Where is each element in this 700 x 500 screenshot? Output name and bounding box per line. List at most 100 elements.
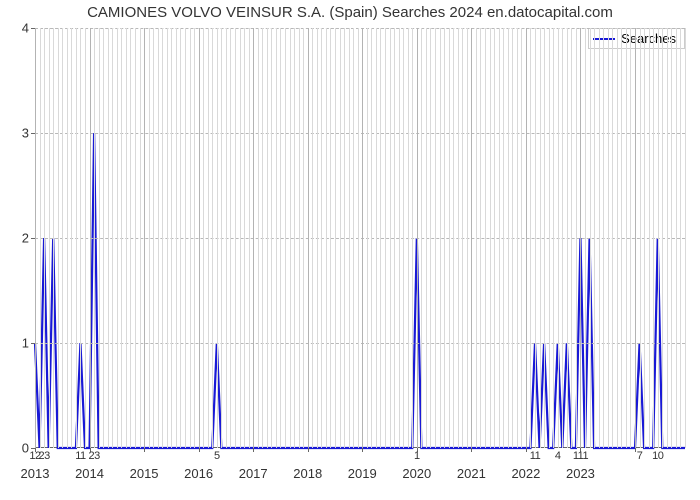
x-gridline-minor — [567, 28, 568, 448]
x-gridline-minor — [117, 28, 118, 448]
x-gridline-minor — [512, 28, 513, 448]
x-gridline-major — [308, 28, 309, 448]
x-gridline-minor — [208, 28, 209, 448]
x-gridline-minor — [562, 28, 563, 448]
x-gridline-minor — [58, 28, 59, 448]
x-gridline-minor — [271, 28, 272, 448]
x-gridline-major — [417, 28, 418, 448]
x-gridline-minor — [480, 28, 481, 448]
y-gridline — [35, 28, 685, 29]
x-gridline-major — [144, 28, 145, 448]
x-gridline-minor — [676, 28, 677, 448]
x-year-label: 2015 — [130, 448, 159, 481]
x-gridline-minor — [244, 28, 245, 448]
x-gridline-minor — [290, 28, 291, 448]
x-gridline-minor — [44, 28, 45, 448]
x-gridline-minor — [494, 28, 495, 448]
x-gridline-minor — [390, 28, 391, 448]
x-gridline-minor — [226, 28, 227, 448]
x-gridline-minor — [167, 28, 168, 448]
x-gridline-major — [362, 28, 363, 448]
x-gridline-minor — [126, 28, 127, 448]
x-gridline-minor — [190, 28, 191, 448]
x-gridline-minor — [458, 28, 459, 448]
x-gridline-minor — [367, 28, 368, 448]
x-gridline-major — [199, 28, 200, 448]
x-gridline-minor — [403, 28, 404, 448]
x-gridline-minor — [658, 28, 659, 448]
x-gridline-minor — [80, 28, 81, 448]
x-gridline-minor — [62, 28, 63, 448]
x-gridline-minor — [680, 28, 681, 448]
x-gridline-minor — [549, 28, 550, 448]
x-gridline-minor — [399, 28, 400, 448]
y-gridline — [35, 343, 685, 344]
x-gridline-minor — [299, 28, 300, 448]
x-gridline-major — [253, 28, 254, 448]
x-gridline-minor — [176, 28, 177, 448]
x-gridline-minor — [603, 28, 604, 448]
x-gridline-minor — [485, 28, 486, 448]
x-gridline-minor — [340, 28, 341, 448]
x-gridline-minor — [112, 28, 113, 448]
x-point-label: 11 — [75, 448, 85, 462]
x-gridline-minor — [249, 28, 250, 448]
x-gridline-minor — [312, 28, 313, 448]
x-gridline-minor — [544, 28, 545, 448]
x-gridline-minor — [644, 28, 645, 448]
x-gridline-major — [90, 28, 91, 448]
x-gridline-minor — [262, 28, 263, 448]
x-gridline-minor — [621, 28, 622, 448]
x-gridline-minor — [476, 28, 477, 448]
x-gridline-minor — [280, 28, 281, 448]
x-gridline-minor — [440, 28, 441, 448]
x-gridline-minor — [285, 28, 286, 448]
x-gridline-minor — [99, 28, 100, 448]
x-gridline-minor — [371, 28, 372, 448]
x-gridline-major — [526, 28, 527, 448]
x-gridline-minor — [571, 28, 572, 448]
x-year-label: 2017 — [239, 448, 268, 481]
x-gridline-minor — [412, 28, 413, 448]
x-gridline-minor — [540, 28, 541, 448]
x-gridline-minor — [558, 28, 559, 448]
x-gridline-minor — [685, 28, 686, 448]
x-gridline-minor — [503, 28, 504, 448]
x-gridline-minor — [376, 28, 377, 448]
x-gridline-minor — [330, 28, 331, 448]
x-gridline-minor — [149, 28, 150, 448]
x-gridline-minor — [335, 28, 336, 448]
x-gridline-major — [635, 28, 636, 448]
x-gridline-minor — [490, 28, 491, 448]
x-gridline-minor — [430, 28, 431, 448]
x-gridline-minor — [121, 28, 122, 448]
x-gridline-minor — [321, 28, 322, 448]
x-gridline-minor — [585, 28, 586, 448]
x-gridline-minor — [185, 28, 186, 448]
x-gridline-minor — [521, 28, 522, 448]
x-gridline-minor — [171, 28, 172, 448]
x-point-label: 7 — [637, 448, 643, 462]
x-gridline-minor — [103, 28, 104, 448]
x-gridline-minor — [653, 28, 654, 448]
x-gridline-minor — [394, 28, 395, 448]
x-gridline-minor — [630, 28, 631, 448]
x-gridline-minor — [380, 28, 381, 448]
x-gridline-minor — [535, 28, 536, 448]
x-gridline-minor — [67, 28, 68, 448]
x-gridline-minor — [349, 28, 350, 448]
x-point-label: 111 — [573, 448, 588, 462]
x-point-label: 23 — [88, 448, 99, 462]
x-year-label: 2019 — [348, 448, 377, 481]
x-gridline-minor — [499, 28, 500, 448]
x-gridline-minor — [212, 28, 213, 448]
x-gridline-minor — [553, 28, 554, 448]
x-gridline-major — [35, 28, 36, 448]
x-year-label: 2021 — [457, 448, 486, 481]
x-gridline-minor — [85, 28, 86, 448]
x-gridline-minor — [421, 28, 422, 448]
x-gridline-minor — [671, 28, 672, 448]
x-gridline-minor — [162, 28, 163, 448]
x-point-label: 23 — [38, 448, 49, 462]
x-gridline-minor — [344, 28, 345, 448]
